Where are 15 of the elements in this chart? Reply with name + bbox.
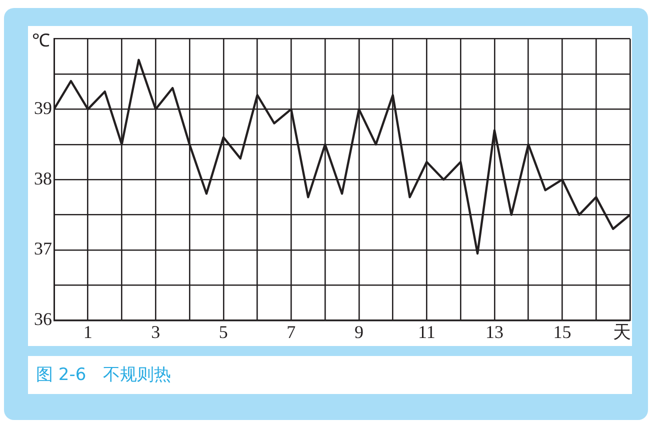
- y-tick-label: 37: [34, 238, 52, 259]
- text: 图 2-6 不规则热: [28, 356, 632, 394]
- x-tick-label: 1: [83, 322, 92, 342]
- y-tick-label: 38: [34, 168, 52, 188]
- x-tick-label: 5: [218, 322, 228, 342]
- y-tick-label: 39: [34, 98, 52, 118]
- y-tick-label: 36: [34, 309, 52, 330]
- x-tick-label: 7: [286, 322, 296, 342]
- x-tick-label: 9: [354, 322, 364, 342]
- x-axis-title: 天: [613, 322, 631, 342]
- y-axis-title: ℃: [32, 30, 50, 51]
- x-tick-label: 11: [418, 322, 436, 342]
- x-tick-label: 3: [151, 322, 160, 342]
- x-tick-label: 15: [553, 322, 572, 342]
- x-tick-label: 13: [485, 322, 504, 342]
